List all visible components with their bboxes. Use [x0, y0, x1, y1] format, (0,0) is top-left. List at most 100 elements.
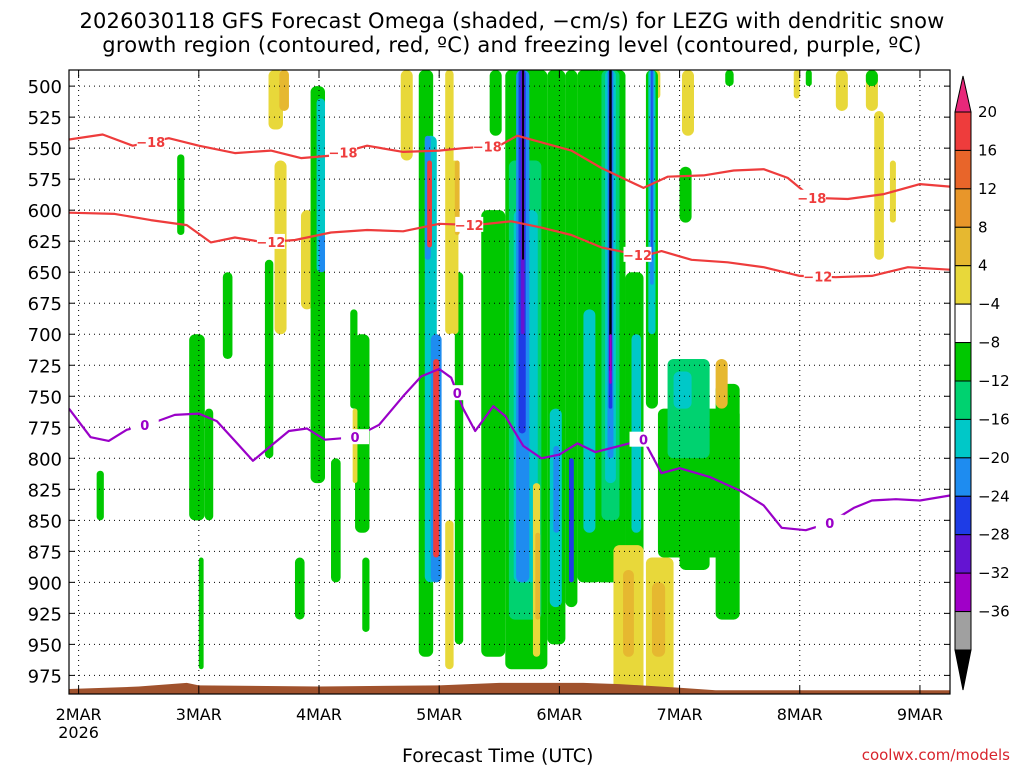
- x-tick-label: 8MAR: [777, 705, 823, 724]
- contour-label: −18: [797, 192, 826, 207]
- y-tick-label: 850: [28, 511, 62, 532]
- y-axis: 500 525 550 575 600 625 650 675 700 725 750 775 800 8…: [28, 77, 950, 687]
- omega-cell: [318, 234, 326, 273]
- colorbar-label: −16: [978, 410, 1010, 428]
- contour-label: −12: [455, 219, 484, 234]
- contour-label: 0: [453, 387, 462, 402]
- omega-cell: [609, 334, 612, 384]
- contour-label-bg: [815, 514, 844, 530]
- y-tick-label: 575: [28, 170, 62, 191]
- contour-label: 0: [639, 434, 648, 449]
- omega-shading: [96, 70, 896, 694]
- chart-title-line2: growth region (contoured, red, ºC) and f…: [102, 33, 922, 57]
- colorbar-label: 20: [978, 103, 997, 121]
- omega-cell: [679, 166, 692, 223]
- colorbar-top-arrow: [954, 75, 972, 113]
- x-tick-label: 6MAR: [536, 705, 582, 724]
- omega-cell: [651, 70, 653, 260]
- omega-cell: [279, 70, 289, 111]
- omega-cell: [316, 98, 326, 273]
- y-tick-label: 725: [28, 356, 62, 377]
- omega-cell: [679, 520, 710, 570]
- contour-label-bg: [443, 385, 472, 401]
- colorbar-swatch: [954, 149, 972, 190]
- y-tick-label: 750: [28, 387, 62, 408]
- colorbar-swatch: [954, 534, 972, 574]
- colorbar-label: −28: [978, 526, 1010, 544]
- y-tick-label: 550: [28, 139, 62, 160]
- omega-cell: [553, 445, 560, 533]
- colorbar-label: −32: [978, 564, 1010, 582]
- x-tick-label: 3MAR: [176, 705, 222, 724]
- omega-cell: [96, 470, 104, 521]
- colorbar-label: −12: [978, 372, 1010, 390]
- contour-label: 0: [351, 431, 360, 446]
- omega-cell: [300, 210, 313, 310]
- contour-label-bg: [341, 429, 370, 445]
- colorbar-label: −4: [978, 295, 1000, 313]
- y-tick-label: 950: [28, 635, 62, 656]
- colorbar-swatch: [954, 457, 972, 497]
- omega-cell: [198, 557, 204, 670]
- contour-freezing-level-0C: [69, 367, 950, 532]
- omega-cell: [681, 70, 694, 136]
- colorbar-swatch: [954, 188, 972, 228]
- y-tick-label: 775: [28, 418, 62, 439]
- x-tick-label: 2MAR: [56, 705, 102, 724]
- omega-cell: [568, 458, 574, 583]
- omega-cell: [433, 359, 440, 558]
- omega-cell: [177, 154, 185, 235]
- colorbar-swatch: [954, 265, 972, 305]
- omega-cell: [565, 70, 578, 608]
- contour-label: −18: [136, 136, 165, 151]
- omega-cell: [522, 70, 524, 260]
- y-tick-label: 975: [28, 666, 62, 687]
- omega-cell: [331, 458, 341, 583]
- omega-cell: [189, 334, 205, 521]
- omega-cell: [294, 557, 305, 620]
- contour-label: 0: [140, 419, 149, 434]
- credit-link[interactable]: coolwx.com/models: [861, 746, 1010, 764]
- omega-cell: [725, 70, 734, 87]
- omega-cell: [793, 70, 800, 99]
- omega-cell: [352, 408, 358, 484]
- omega-cell: [715, 383, 740, 620]
- omega-cell: [350, 309, 358, 409]
- omega-cell: [835, 70, 848, 111]
- colorbar-swatch: [954, 226, 972, 267]
- y-tick-label: 525: [28, 108, 62, 129]
- colorbar-label: −8: [978, 334, 1000, 352]
- colorbar-swatch: [954, 303, 972, 344]
- omega-cell: [427, 160, 432, 248]
- chart-title-line1: 2026030118 GFS Forecast Omega (shaded, −…: [79, 9, 945, 33]
- omega-cell: [489, 70, 502, 136]
- y-tick-label: 825: [28, 480, 62, 501]
- colorbar-swatch: [954, 342, 972, 382]
- contour-label-bg: [797, 189, 826, 205]
- gridlines: [69, 70, 950, 694]
- omega-cell: [222, 272, 233, 360]
- contour-label-bg: [455, 216, 484, 232]
- colorbar-bottom-arrow: [954, 649, 972, 691]
- y-tick-label: 625: [28, 232, 62, 253]
- y-tick-label: 925: [28, 604, 62, 625]
- omega-cell: [673, 371, 692, 409]
- terrain-surface: [69, 682, 950, 694]
- contour-label-bg: [136, 133, 165, 149]
- omega-cell: [623, 569, 634, 657]
- y-tick-label: 875: [28, 542, 62, 563]
- contour-label-bg: [256, 233, 285, 249]
- contour-label-bg: [473, 138, 502, 154]
- colorbar-label: −24: [978, 487, 1010, 505]
- contour-label: −12: [256, 236, 285, 251]
- omega-cell: [651, 582, 666, 657]
- omega-cell: [535, 532, 541, 620]
- colorbar-swatch: [954, 418, 972, 459]
- x-tick-label: 9MAR: [897, 705, 943, 724]
- y-tick-label: 800: [28, 449, 62, 470]
- terrain-fill: [69, 682, 950, 694]
- y-tick-label: 500: [28, 77, 62, 98]
- y-tick-label: 675: [28, 294, 62, 315]
